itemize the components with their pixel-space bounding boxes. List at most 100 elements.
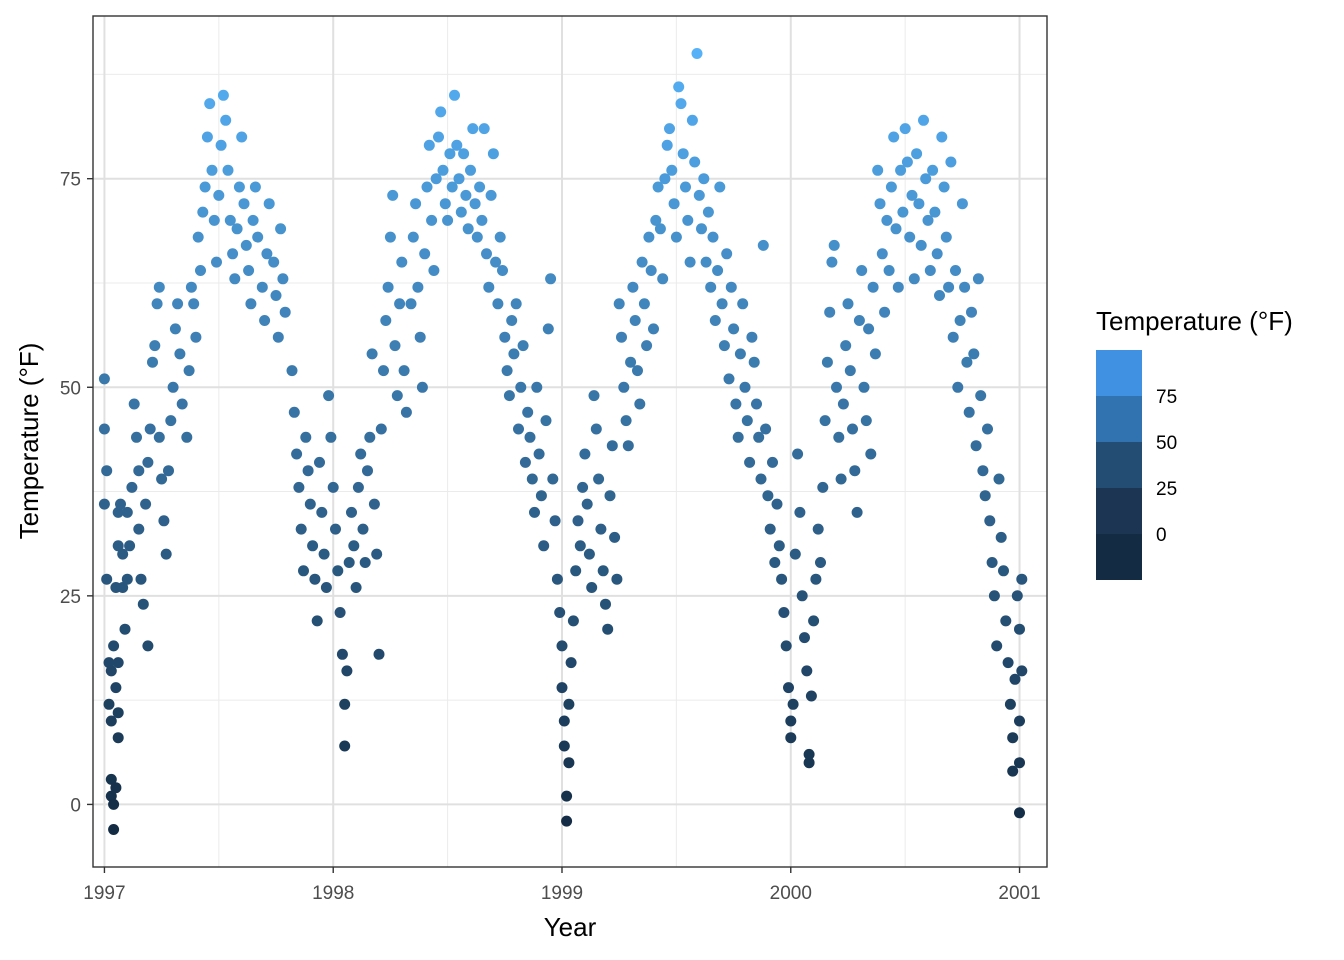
data-point [654, 223, 666, 235]
data-point [609, 531, 621, 543]
data-point [666, 164, 678, 176]
data-point [698, 173, 710, 185]
data-point [918, 114, 929, 126]
data-point [570, 565, 582, 577]
data-point [767, 456, 778, 468]
data-point [309, 573, 321, 585]
data-point [261, 248, 273, 260]
data-point [561, 790, 573, 802]
y-tick-label: 0 [70, 795, 81, 816]
data-point [389, 340, 401, 352]
data-point [343, 557, 355, 568]
data-point [169, 323, 181, 335]
data-point [318, 548, 330, 560]
data-point [124, 540, 136, 552]
color-legend: Temperature (°F) 75 50 25 0 [1096, 306, 1293, 580]
data-point [455, 206, 467, 218]
data-point [163, 465, 174, 477]
data-point [744, 456, 756, 468]
data-point [828, 239, 840, 251]
data-point [323, 390, 335, 402]
data-point [153, 431, 165, 443]
data-point [634, 398, 646, 410]
data-point [961, 356, 973, 368]
plot-panel-border [92, 15, 1048, 868]
data-point [995, 531, 1007, 543]
data-point [357, 523, 369, 535]
data-point [595, 523, 607, 535]
data-point [211, 256, 222, 268]
data-point [272, 331, 284, 343]
data-point [913, 198, 925, 210]
data-point [968, 348, 980, 360]
data-point [467, 123, 479, 135]
data-point [721, 248, 733, 260]
data-point [952, 381, 964, 393]
data-point [373, 648, 385, 660]
data-point [407, 231, 419, 243]
data-point [922, 214, 934, 226]
data-point [364, 431, 376, 443]
data-point [885, 181, 897, 193]
data-point [673, 81, 685, 93]
data-point [638, 298, 650, 310]
data-point [117, 582, 129, 593]
data-point [815, 557, 826, 568]
data-point [810, 573, 822, 585]
data-point [277, 273, 289, 285]
data-point [176, 398, 188, 410]
data-point [927, 164, 939, 176]
data-point [890, 223, 902, 235]
x-tick-label: 2001 [998, 883, 1040, 904]
data-point [954, 315, 966, 326]
data-point [858, 381, 870, 393]
data-point [190, 331, 202, 343]
data-point [600, 598, 611, 610]
data-point [439, 198, 451, 210]
data-point [657, 273, 669, 285]
data-point [355, 448, 367, 460]
data-point [101, 573, 113, 585]
legend-color-bin [1096, 396, 1142, 442]
data-point [682, 214, 694, 226]
data-point [643, 231, 655, 243]
data-point [197, 206, 209, 218]
data-point [831, 381, 842, 393]
data-point [160, 548, 172, 560]
data-point [982, 423, 993, 435]
data-point [556, 682, 568, 694]
data-point [805, 690, 817, 702]
data-point [481, 248, 492, 260]
data-point [945, 156, 957, 168]
data-point [245, 298, 257, 310]
data-point [833, 431, 845, 443]
data-point [540, 415, 552, 427]
data-point [501, 365, 513, 377]
data-point [519, 456, 531, 468]
data-point [625, 356, 637, 368]
data-point [119, 623, 131, 635]
data-point [686, 114, 698, 126]
data-point [620, 415, 632, 427]
data-point [888, 131, 900, 143]
data-point [773, 540, 785, 552]
data-point [966, 306, 977, 318]
data-point [298, 565, 309, 577]
data-point [725, 281, 737, 293]
data-point [112, 506, 124, 518]
data-point [217, 89, 229, 101]
data-point [950, 265, 961, 276]
data-point [128, 398, 140, 410]
data-point [840, 340, 852, 352]
data-point [837, 398, 849, 410]
data-point [872, 164, 884, 176]
data-point [167, 381, 179, 393]
data-point [508, 348, 520, 360]
data-point [400, 406, 412, 418]
data-point [618, 381, 630, 393]
data-point [707, 231, 719, 243]
data-point [110, 782, 122, 794]
data-point [563, 757, 575, 769]
data-point [659, 173, 671, 185]
